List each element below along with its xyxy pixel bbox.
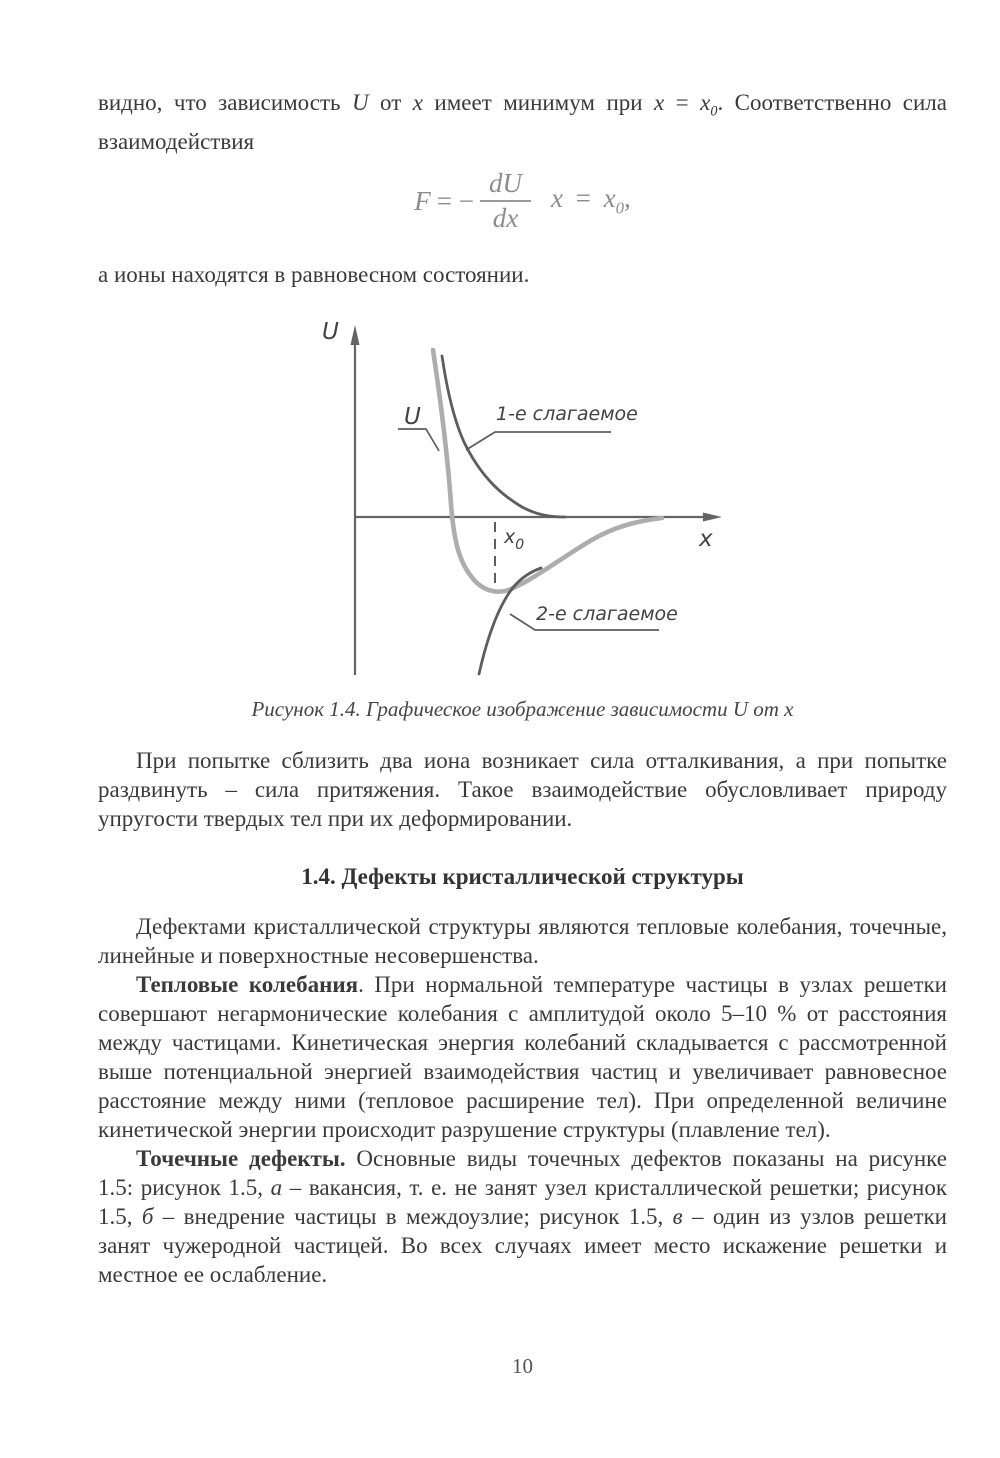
formula-denominator: dx [492,203,519,234]
point-defects-lead-in: Точечные дефекты. [136,1146,346,1171]
curve-label-first-term: 1-е слагаемое [496,403,638,425]
figure-1-4: U x U 1-е слагаемое 2-е слагаемое x0 [298,312,760,697]
formula-fraction: dU dx [479,168,531,234]
paragraph-point-defects: Точечные дефекты. Основные виды точечных… [98,1144,947,1289]
paragraph-interaction-text: При попытке сблизить два иона возникает … [98,748,947,831]
formula-F: F [414,185,431,216]
intro-seg: = [664,90,701,115]
point-defects-seg: Основные виды точечных дефектов показаны… [98,1146,947,1200]
x0-label-sub: 0 [515,537,524,553]
second-term-curve [477,566,543,676]
after-formula-paragraph: а ионы находятся в равновесном состоянии… [98,260,947,289]
curve-label-U: U [404,404,421,430]
paragraph-interaction: При попытке сблизить два иона возникает … [98,746,947,833]
body-paragraphs: Дефектами кристаллической структуры явля… [98,912,947,1289]
label-U-leader-line [398,428,440,452]
intro-seg: видно, что зависимость [98,90,352,115]
first-term-curve [440,354,567,519]
y-axis-arrow [350,325,360,345]
after-formula-text: а ионы находятся в равновесном состоянии… [98,262,530,287]
thermal-lead-in: Тепловые колебания [136,972,359,997]
formula-force: F = − dU dx x = x0, [98,168,947,234]
thermal-text: . При нормальной температуре частицы в у… [98,972,947,1142]
point-defects-seg: – внедрение частицы в междоузлие; рисуно… [153,1204,673,1229]
figure-potential-graph: U x U 1-е слагаемое 2-е слагаемое x0 [322,319,722,676]
formula-equals: = [575,183,591,214]
paragraph-defects-intro: Дефектами кристаллической структуры явля… [98,914,947,968]
intro-paragraph: видно, что зависимость U от x имеет мини… [98,88,947,156]
total-potential-curve [430,347,665,594]
intro-text: видно, что зависимость U от x имеет мини… [98,88,947,156]
intro-seg: имеет минимум при [422,90,655,115]
intro-seg: от [368,90,413,115]
label-first-term-leader-line [465,431,611,451]
page-number: 10 [512,1354,533,1378]
point-defects-seg: – один из узлов решетки занят чужеродной… [98,1204,947,1287]
formula-evaluation: x = x0, [551,183,631,218]
item-letter-a: а [270,1175,283,1200]
formula-comma: , [624,183,631,214]
symbol-x0-sub: 0 [710,103,718,120]
x-axis-arrow [703,512,722,522]
item-letter-v: в [672,1204,683,1229]
formula-x0-sub: 0 [615,198,625,218]
formula-numerator: dU [488,168,522,198]
label-second-term-leader-line [509,613,659,631]
x0-label-base: x [503,526,516,548]
formula-x: x [550,183,563,214]
curve-label-second-term: 2-е слагаемое [536,603,678,625]
y-axis-label: U [322,319,339,345]
symbol-x: x [412,90,423,115]
x-axis-label: x [698,526,713,552]
x0-label: x0 [503,526,524,553]
formula-equals-minus: = − [436,185,474,216]
figure-caption: Рисунок 1.4. Графическое изображение зав… [251,697,794,721]
item-letter-b: б [141,1204,154,1229]
section-heading: 1.4. Дефекты кристаллической структуры [301,864,744,889]
paragraph-thermal: Тепловые колебания. При нормальной темпе… [98,970,947,1144]
symbol-x0: x [700,90,711,115]
symbol-x: x [654,90,665,115]
intro-seg: . Соответственно сила взаимодействия [98,90,947,154]
symbol-U: U [351,90,369,115]
formula-x0: x [603,183,616,214]
point-defects-seg: – вакансия, т. е. не занят узел кристалл… [98,1175,948,1229]
